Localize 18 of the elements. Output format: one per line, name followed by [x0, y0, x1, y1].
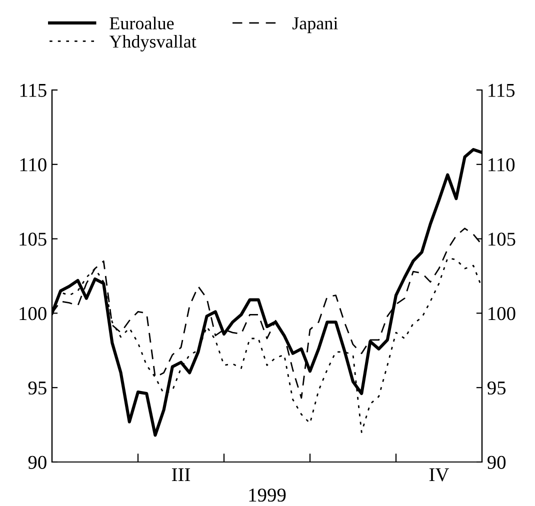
y-tick-label: 90	[28, 456, 46, 469]
y2-tick-label: 115	[488, 84, 515, 97]
x-axis-title: 1999	[249, 488, 286, 502]
y2-tick-label: 95	[487, 381, 506, 395]
legend-label: Japani	[292, 17, 338, 34]
legend-label: Euroalue	[110, 16, 174, 30]
x-tick-label: IV	[429, 468, 450, 482]
y-tick-label: 100	[20, 307, 46, 320]
y2-tick-label: 100	[488, 307, 516, 320]
x-tick-label: III	[172, 468, 190, 482]
y-tick-label: 115	[20, 84, 46, 97]
y-tick-label: 105	[20, 232, 46, 246]
y-tick-label: 110	[20, 158, 46, 172]
y2-tick-label: 105	[488, 232, 516, 246]
legend-label: Yhdysvallat	[109, 35, 196, 52]
y2-tick-label: 110	[488, 158, 515, 172]
y2-tick-label: 90	[487, 456, 506, 469]
y-tick-label: 95	[28, 381, 46, 395]
